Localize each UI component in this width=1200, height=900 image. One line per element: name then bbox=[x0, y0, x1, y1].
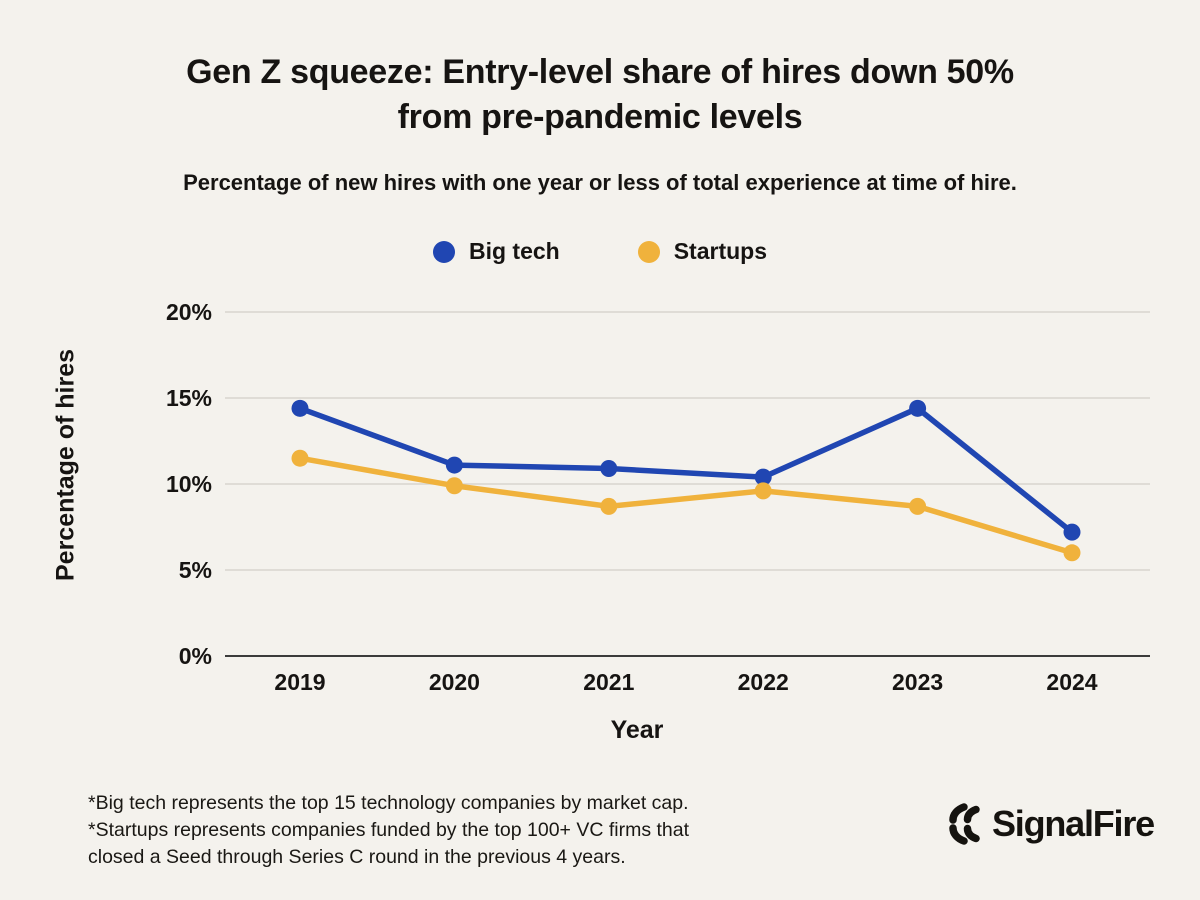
x-tick-label: 2022 bbox=[738, 669, 789, 695]
x-tick-label: 2020 bbox=[429, 669, 480, 695]
x-tick-label: 2023 bbox=[892, 669, 943, 695]
footnote: *Big tech represents the top 15 technolo… bbox=[88, 790, 689, 871]
y-tick-label: 20% bbox=[166, 299, 212, 325]
footnote-line: *Big tech represents the top 15 technolo… bbox=[88, 792, 689, 814]
data-point-big-tech bbox=[754, 468, 772, 486]
data-point-startups bbox=[600, 497, 618, 515]
data-point-startups bbox=[445, 477, 463, 495]
series-line-big-tech bbox=[297, 405, 1075, 535]
data-point-startups bbox=[754, 482, 772, 500]
legend-swatch bbox=[432, 240, 455, 263]
chart-title-line-2: from pre-pandemic levels bbox=[397, 98, 803, 136]
data-point-big-tech bbox=[445, 456, 463, 474]
signalfire-logo-text: SignalFire bbox=[991, 803, 1155, 844]
legend: Big tech Startups bbox=[0, 238, 1200, 265]
data-point-startups bbox=[291, 449, 309, 467]
x-tick-label: 2024 bbox=[1046, 669, 1097, 695]
data-point-startups bbox=[909, 497, 927, 515]
y-tick-label: 5% bbox=[179, 557, 212, 583]
x-tick-label: 2021 bbox=[583, 669, 634, 695]
footnote-line: *Startups represents companies funded by… bbox=[88, 819, 690, 841]
footnote-line: closed a Seed through Series C round in … bbox=[88, 846, 626, 868]
y-tick-label: 15% bbox=[166, 385, 212, 411]
y-axis-title: Percentage of hires bbox=[51, 348, 80, 582]
series-line-startups bbox=[297, 455, 1075, 556]
line-chart: 0% 5% 10% 15% 20% 2019 2020 2021 2022 2023 2024 bbox=[166, 299, 1150, 695]
plot-area: 0% 5% 10% 15% 20% 2019 2020 2021 2022 2023 2024 bbox=[0, 280, 1200, 760]
legend-label: Big tech bbox=[468, 238, 560, 264]
chart-title: Gen Z squeeze: Entry-level share of hire… bbox=[0, 50, 1200, 140]
data-point-big-tech bbox=[909, 399, 927, 417]
data-point-big-tech bbox=[1063, 523, 1081, 541]
legend-label: Startups bbox=[673, 238, 768, 264]
y-tick-label: 10% bbox=[166, 471, 212, 497]
legend-item-startups: Startups bbox=[637, 238, 768, 265]
legend-item-big-tech: Big tech bbox=[432, 238, 560, 265]
chart-subtitle: Percentage of new hires with one year or… bbox=[183, 170, 1017, 195]
chart-title-line-1: Gen Z squeeze: Entry-level share of hire… bbox=[186, 53, 1014, 91]
data-point-big-tech bbox=[600, 460, 618, 478]
data-point-big-tech bbox=[291, 399, 309, 417]
x-axis-title: Year bbox=[610, 716, 664, 744]
signalfire-logo: SignalFire bbox=[948, 800, 1155, 848]
legend-swatch bbox=[637, 240, 660, 263]
y-tick-label: 0% bbox=[179, 643, 212, 669]
x-tick-label: 2019 bbox=[274, 669, 325, 695]
signalfire-logo-icon bbox=[949, 803, 980, 845]
data-point-startups bbox=[1063, 544, 1081, 562]
